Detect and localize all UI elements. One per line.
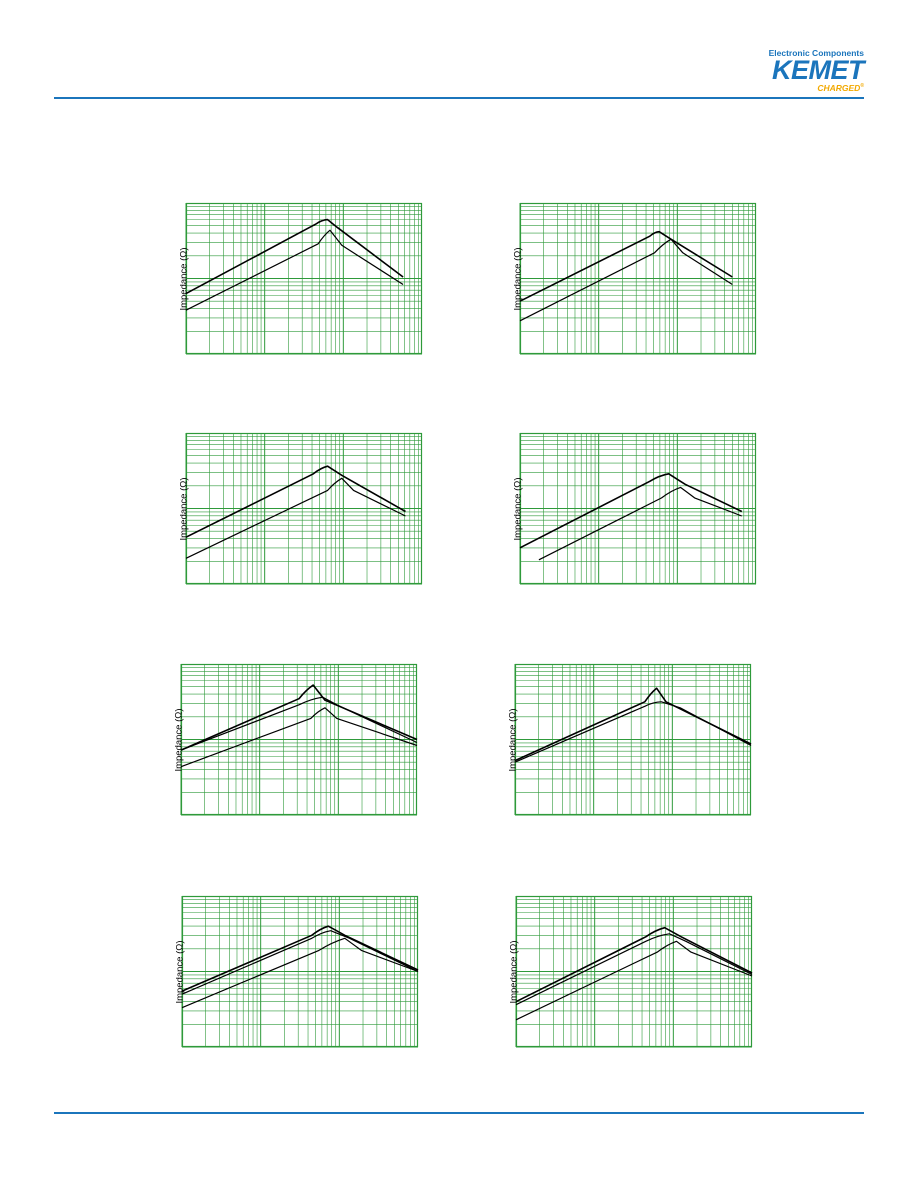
y-axis-label: Impedance (Ω) <box>178 246 190 311</box>
impedance-chart-4: Impedance (Ω) <box>513 432 757 585</box>
plot-frame <box>519 432 757 585</box>
impedance-curve-series-1 <box>185 465 406 538</box>
impedance-curve-series-1 <box>519 230 733 302</box>
chart-plot-area <box>181 895 419 1048</box>
impedance-curve-series-2 <box>538 486 743 561</box>
impedance-curve-series-3 <box>180 707 418 768</box>
impedance-curve-series-2 <box>515 933 753 1006</box>
chart-plot-area <box>514 663 752 816</box>
plot-frame <box>515 895 753 1048</box>
plot-frame <box>519 202 757 355</box>
impedance-curve-series-1 <box>519 473 743 549</box>
header-rule <box>54 97 864 99</box>
logo-tagline: Electronic Components <box>768 48 864 58</box>
impedance-chart-2: Impedance (Ω) <box>513 202 757 355</box>
impedance-curve-series-2 <box>185 477 406 559</box>
impedance-chart-5: Impedance (Ω) <box>174 663 418 816</box>
impedance-chart-1: Impedance (Ω) <box>179 202 423 355</box>
chart-plot-area <box>515 895 753 1048</box>
impedance-curve-series-3 <box>515 940 753 1021</box>
impedance-chart-6: Impedance (Ω) <box>508 663 752 816</box>
logo-charged: CHARGED® <box>817 83 864 93</box>
impedance-curve-series-1 <box>181 925 419 992</box>
impedance-curve-series-1 <box>185 218 404 295</box>
impedance-chart-7: Impedance (Ω) <box>175 895 419 1048</box>
plot-frame <box>514 663 752 816</box>
impedance-curve-series-1 <box>514 687 752 762</box>
impedance-curve-series-3 <box>181 937 419 1009</box>
chart-plot-area <box>185 432 423 585</box>
plot-frame <box>185 202 423 355</box>
impedance-curve-series-2 <box>514 701 752 763</box>
chart-plot-area <box>185 202 423 355</box>
footer-rule <box>54 1112 864 1114</box>
plot-frame <box>185 432 423 585</box>
chart-plot-area <box>180 663 418 816</box>
y-axis-label: Impedance (Ω) <box>508 939 520 1004</box>
impedance-curve-series-1 <box>180 684 418 751</box>
y-axis-label: Impedance (Ω) <box>507 707 519 772</box>
y-axis-label: Impedance (Ω) <box>174 939 186 1004</box>
impedance-curve-series-2 <box>185 229 404 311</box>
impedance-curve-series-2 <box>180 696 418 751</box>
impedance-chart-3: Impedance (Ω) <box>179 432 423 585</box>
logo-wordmark: KEMET <box>772 55 865 85</box>
y-axis-label: Impedance (Ω) <box>512 476 524 541</box>
y-axis-label: Impedance (Ω) <box>173 707 185 772</box>
chart-plot-area <box>519 202 757 355</box>
chart-plot-area <box>519 432 757 585</box>
impedance-curve-series-1 <box>515 926 753 1003</box>
y-axis-label: Impedance (Ω) <box>512 246 524 311</box>
impedance-curve-series-2 <box>181 930 419 995</box>
impedance-curve-series-2 <box>519 238 733 322</box>
impedance-chart-8: Impedance (Ω) <box>509 895 753 1048</box>
y-axis-label: Impedance (Ω) <box>178 476 190 541</box>
kemet-logo: Electronic Components KEMET CHARGED® <box>748 48 868 96</box>
